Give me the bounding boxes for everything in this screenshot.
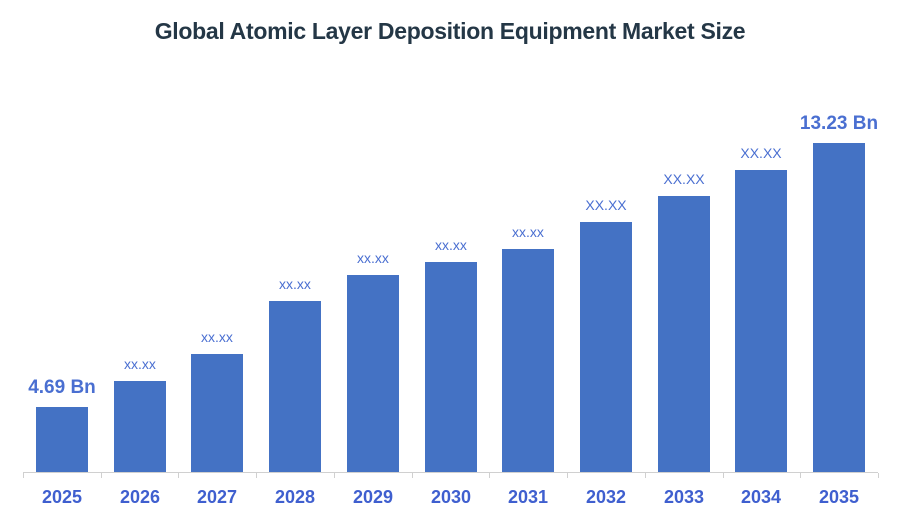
x-axis-tick <box>800 473 801 478</box>
data-label-2026: xx.xx <box>124 356 156 372</box>
x-tick-label-2031: 2031 <box>507 487 549 507</box>
x-tick-label-2027: 2027 <box>196 487 238 507</box>
data-label-2033: XX.XX <box>663 171 705 187</box>
plot-area: 4.69 Bn 2025 xx.xx 2026 xx.xx 2027 xx.xx 2028 xx… <box>23 0 879 525</box>
x-axis-line <box>23 472 878 473</box>
x-tick-label-2033: 2033 <box>663 487 705 507</box>
x-axis-tick <box>334 473 335 478</box>
x-tick-label-2035: 2035 <box>818 487 860 507</box>
bar-2031 <box>502 249 554 472</box>
bar-2035 <box>813 143 865 472</box>
x-tick-label-2034: 2034 <box>740 487 782 507</box>
bar-2034 <box>735 170 787 472</box>
x-tick-label-2025: 2025 <box>41 487 83 507</box>
data-label-2035: 13.23 Bn <box>799 113 879 134</box>
bar-2026 <box>114 381 166 472</box>
data-label-2029: xx.xx <box>357 250 389 266</box>
data-label-2034: XX.XX <box>740 145 782 161</box>
x-axis-tick <box>412 473 413 478</box>
chart-title: Global Atomic Layer Deposition Equipment… <box>154 18 746 44</box>
x-axis-tick <box>101 473 102 478</box>
data-label-2028: xx.xx <box>279 276 311 292</box>
bar-2029 <box>347 275 399 472</box>
x-axis-tick <box>567 473 568 478</box>
bar-2027 <box>191 354 243 472</box>
x-tick-label-2030: 2030 <box>430 487 472 507</box>
data-label-2025: 4.69 Bn <box>28 377 96 398</box>
bar-2030 <box>425 262 477 472</box>
x-axis-tick <box>178 473 179 478</box>
data-label-2027: xx.xx <box>201 329 233 345</box>
bar-2028 <box>269 301 321 472</box>
bar-2033 <box>658 196 710 472</box>
x-tick-label-2028: 2028 <box>274 487 316 507</box>
x-axis-tick <box>645 473 646 478</box>
data-label-2032: XX.XX <box>585 197 627 213</box>
x-axis-tick <box>256 473 257 478</box>
bar-2032 <box>580 222 632 472</box>
data-label-2030: xx.xx <box>435 237 467 253</box>
x-axis-tick <box>489 473 490 478</box>
x-axis-tick <box>878 473 879 478</box>
x-tick-label-2029: 2029 <box>352 487 394 507</box>
data-label-2031: xx.xx <box>512 224 544 240</box>
bar-2025 <box>36 407 88 472</box>
x-axis-tick <box>23 473 24 478</box>
x-axis-tick <box>723 473 724 478</box>
x-tick-label-2026: 2026 <box>119 487 161 507</box>
x-tick-label-2032: 2032 <box>585 487 627 507</box>
